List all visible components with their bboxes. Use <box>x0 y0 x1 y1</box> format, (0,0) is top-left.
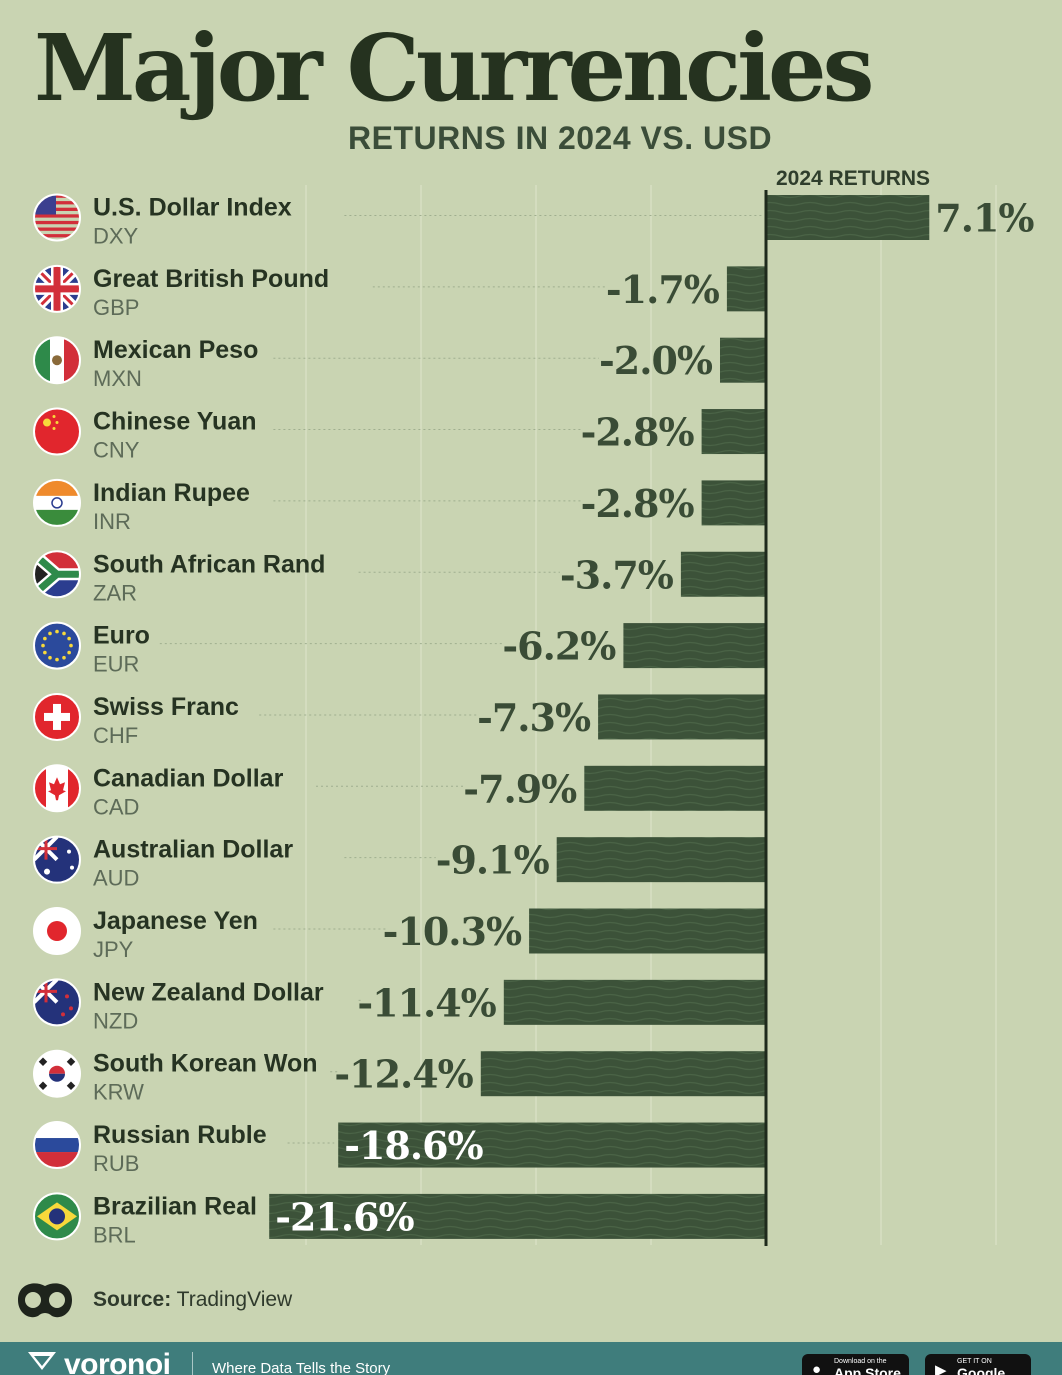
brand-name: voronoi <box>64 1348 171 1375</box>
bar-mxn <box>720 337 766 383</box>
brazil-flag-icon <box>33 1192 81 1241</box>
currency-name: Indian Rupee <box>93 479 250 507</box>
currency-name: South African Rand <box>93 550 325 578</box>
currency-name: Mexican Peso <box>93 336 258 364</box>
currency-name: Great British Pound <box>93 265 329 293</box>
bar-krw <box>480 1051 766 1097</box>
app-store-small-text: Download on the <box>834 1358 887 1365</box>
us-flag-icon <box>33 193 81 242</box>
currency-code: AUD <box>93 866 139 891</box>
value-label: -11.4% <box>357 980 496 1025</box>
currency-code: NZD <box>93 1008 138 1033</box>
south-africa-flag-icon <box>33 550 81 599</box>
new-zealand-flag-icon <box>33 978 81 1027</box>
voronoi-logo[interactable]: voronoi <box>26 1348 171 1375</box>
currency-code: INR <box>93 509 131 534</box>
currency-code: GBP <box>93 295 139 320</box>
bar-dxy <box>766 195 930 240</box>
bar-gbp <box>726 266 766 312</box>
currency-name: Swiss Franc <box>93 693 239 721</box>
voronoi-mask-icon <box>14 1276 76 1326</box>
china-flag-icon <box>33 407 81 456</box>
bar-cad <box>584 765 766 811</box>
value-label: -21.6% <box>275 1194 414 1239</box>
currency-name: U.S. Dollar Index <box>93 194 292 222</box>
bar-chf <box>598 694 766 740</box>
currency-code: BRL <box>93 1222 136 1247</box>
value-label: -9.1% <box>436 838 550 883</box>
source-value: TradingView <box>176 1288 293 1311</box>
bar-nzd <box>503 979 766 1025</box>
currency-code: CNY <box>93 438 140 463</box>
eu-flag-icon <box>33 621 81 670</box>
value-label: -7.9% <box>463 766 577 811</box>
play-icon: ▶ <box>935 1362 947 1375</box>
footer-bar: voronoi Where Data Tells the Story ● Dow… <box>0 1342 1062 1375</box>
russia-flag-icon <box>33 1121 81 1170</box>
bar-cny <box>701 409 766 455</box>
currency-code: KRW <box>93 1080 144 1105</box>
currency-name: Brazilian Real <box>93 1192 257 1220</box>
currency-name: Canadian Dollar <box>93 764 284 792</box>
bar-rub <box>338 1122 766 1168</box>
value-label: -2.8% <box>581 410 695 455</box>
apple-icon: ● <box>812 1361 822 1375</box>
currency-name: Russian Ruble <box>93 1121 267 1149</box>
value-label: -2.8% <box>581 481 695 526</box>
source-line: Source: TradingView <box>93 1288 292 1312</box>
value-label: -1.7% <box>606 267 720 312</box>
tagline: Where Data Tells the Story <box>212 1360 391 1375</box>
column-label: 2024 RETURNS <box>776 167 930 190</box>
currency-name: South Korean Won <box>93 1050 318 1078</box>
uk-flag-icon <box>33 264 81 313</box>
app-store-button[interactable]: ● Download on the App Store <box>802 1354 909 1375</box>
value-label: -3.7% <box>560 552 674 597</box>
south-korea-flag-icon <box>33 1049 81 1098</box>
value-label: -2.0% <box>599 338 713 383</box>
currency-code: ZAR <box>93 580 137 605</box>
currency-code: MXN <box>93 366 142 391</box>
bar-inr <box>701 480 766 526</box>
canada-flag-icon <box>33 764 81 813</box>
voronoi-check-icon <box>28 1352 56 1370</box>
currency-code: DXY <box>93 224 139 249</box>
value-label: -10.3% <box>383 909 522 954</box>
currency-code: EUR <box>93 652 139 677</box>
footer-divider <box>192 1352 193 1375</box>
bar-jpy <box>529 908 766 954</box>
value-label: 7.1% <box>935 196 1034 241</box>
india-flag-icon <box>33 478 81 527</box>
value-label: -12.4% <box>334 1052 473 1097</box>
currency-code: JPY <box>93 937 134 962</box>
currency-name: New Zealand Dollar <box>93 978 324 1006</box>
swiss-flag-icon <box>33 692 81 741</box>
bar-eur <box>623 623 766 669</box>
bar-zar <box>680 551 766 597</box>
currency-name: Euro <box>93 622 150 650</box>
google-play-big-text: Google Play <box>957 1365 1006 1375</box>
source-label: Source: <box>93 1288 172 1311</box>
australia-flag-icon <box>33 835 81 884</box>
currency-code: RUB <box>93 1151 139 1176</box>
google-play-small-text: GET IT ON <box>957 1358 992 1365</box>
app-store-big-text: App Store <box>834 1365 901 1375</box>
chart-subtitle: RETURNS IN 2024 VS. USD <box>348 120 773 156</box>
value-label: -18.6% <box>344 1123 483 1168</box>
google-play-button[interactable]: ▶ GET IT ON Google Play <box>925 1354 1031 1375</box>
bar-aud <box>556 837 766 883</box>
value-label: -6.2% <box>502 624 616 669</box>
currency-code: CAD <box>93 794 139 819</box>
currency-name: Chinese Yuan <box>93 408 257 436</box>
japan-flag-icon <box>33 907 81 955</box>
mexico-flag-icon <box>33 336 81 385</box>
currency-code: CHF <box>93 723 138 748</box>
chart-title: Major Currencies <box>34 14 874 122</box>
bar-brl <box>269 1193 766 1239</box>
currency-name: Australian Dollar <box>93 836 293 864</box>
value-label: -7.3% <box>477 695 591 740</box>
currency-name: Japanese Yen <box>93 907 258 935</box>
